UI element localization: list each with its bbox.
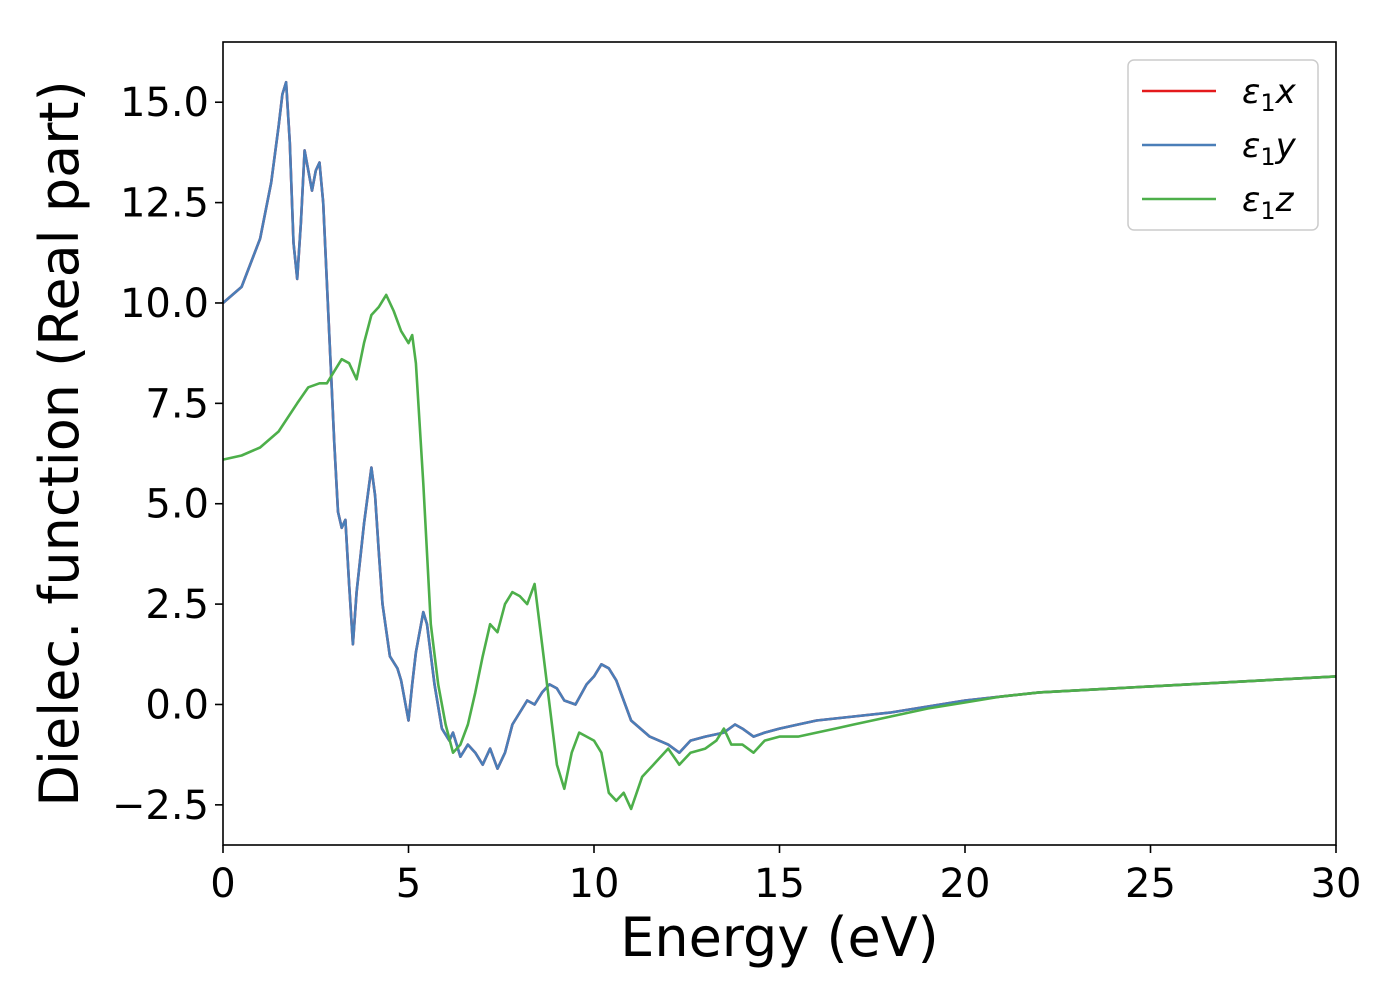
- x-tick-label: 5: [396, 861, 421, 907]
- x-axis-label: Energy (eV): [620, 906, 939, 969]
- x-tick-label: 15: [754, 861, 805, 907]
- x-axis-ticks: 0 5 10 15 20 25 30: [210, 845, 1361, 907]
- legend-label-subscript: 1: [1260, 197, 1275, 225]
- y-tick-label: 0.0: [145, 682, 209, 728]
- plot-frame: [222, 41, 1337, 846]
- y-tick-label: 10.0: [120, 281, 209, 327]
- y-tick-label: −2.5: [112, 783, 209, 829]
- legend-label-subscript: 1: [1260, 143, 1275, 171]
- y-tick-label: 15.0: [120, 80, 209, 126]
- series-line-z: [222, 293, 1337, 811]
- y-tick-label: 12.5: [120, 181, 209, 227]
- legend-label-x: ε1x: [1242, 72, 1297, 117]
- x-tick-label: 25: [1125, 861, 1176, 907]
- legend-label-subscript: 1: [1260, 89, 1275, 117]
- legend-label-suffix: y: [1275, 126, 1297, 166]
- series-line-y: [222, 80, 1337, 770]
- y-tick-label: 5.0: [145, 482, 209, 528]
- legend-box: [1127, 59, 1319, 231]
- y-axis-ticks: −2.5 0.0 2.5 5.0 7.5 10.0 12.5 15.0: [112, 80, 223, 829]
- x-tick-label: 20: [940, 861, 991, 907]
- y-tick-label: 2.5: [145, 582, 209, 628]
- legend-label-base: ε: [1242, 180, 1260, 220]
- x-tick-label: 0: [210, 861, 235, 907]
- y-axis-label: Dielec. function (Real part): [28, 80, 91, 806]
- y-tick-label: 7.5: [145, 381, 209, 427]
- x-tick-label: 30: [1311, 861, 1362, 907]
- legend-label-suffix: x: [1275, 72, 1297, 112]
- legend-label-z: ε1z: [1242, 180, 1295, 225]
- legend-label-base: ε: [1242, 126, 1260, 166]
- legend-label-suffix: z: [1275, 180, 1295, 220]
- legend-label-base: ε: [1242, 72, 1260, 112]
- x-tick-label: 10: [569, 861, 620, 907]
- legend-label-y: ε1y: [1242, 126, 1297, 171]
- series-layer: [222, 80, 1337, 811]
